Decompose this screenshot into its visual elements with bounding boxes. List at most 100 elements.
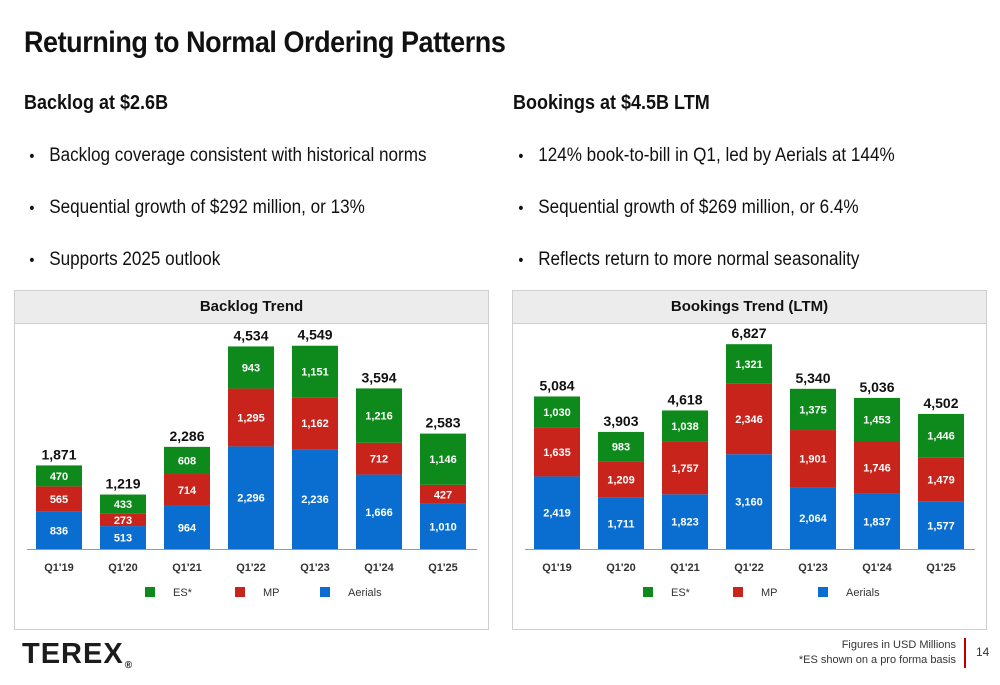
data-label: 608	[178, 455, 196, 467]
data-label: 943	[242, 362, 260, 374]
data-label: 513	[114, 533, 132, 545]
bullet-dot-icon: •	[518, 252, 524, 269]
bar-segment-aerials	[854, 493, 900, 549]
bookings-chart: 2,419 1,635 1,030 5,084 Q1'19 1,711 1,209 983 3,…	[525, 325, 975, 599]
footnote-units: Figures in USD Millions	[841, 639, 956, 651]
x-tick-label: Q1'20	[606, 562, 636, 574]
bar-segment-es	[100, 494, 146, 514]
data-label: 1,295	[237, 412, 265, 424]
data-label: 1,162	[301, 418, 329, 430]
total-label: 1,871	[41, 446, 76, 462]
total-label: 5,340	[795, 370, 830, 386]
page-number: 14	[976, 645, 990, 659]
data-label: 1,823	[671, 517, 699, 529]
bar-segment-es	[662, 410, 708, 442]
x-tick-label: Q1'22	[734, 562, 764, 574]
footer-divider	[964, 638, 966, 668]
legend-label: ES*	[671, 587, 691, 599]
total-label: 4,549	[297, 327, 332, 343]
bar-segment-aerials	[662, 494, 708, 549]
legend-label: MP	[761, 587, 778, 599]
bar-segment-aerials	[420, 503, 466, 549]
data-label: 1,146	[429, 454, 457, 466]
bar-segment-mp	[598, 461, 644, 498]
bar-segment-es	[356, 388, 402, 443]
total-label: 6,827	[731, 325, 766, 341]
backlog-summary: Backlog at $2.6B • Backlog coverage consi…	[24, 92, 494, 301]
bookings-chart-panel: Bookings Trend (LTM) 2,419 1,635 1,030 5,08…	[512, 290, 987, 630]
bullet-dot-icon: •	[29, 252, 35, 269]
bar-segment-mp	[100, 513, 146, 527]
data-label: 712	[370, 454, 388, 466]
total-label: 5,084	[539, 377, 574, 393]
data-label: 1,010	[429, 521, 457, 533]
bar-segment-aerials	[164, 505, 210, 549]
data-label: 964	[178, 522, 197, 534]
bullet-item: • 124% book-to-bill in Q1, led by Aerials…	[513, 145, 936, 197]
data-label: 273	[114, 515, 132, 527]
bullet-dot-icon: •	[29, 148, 35, 165]
slide-title: Returning to Normal Ordering Patterns	[24, 26, 506, 59]
terex-logo: TEREX®	[22, 638, 133, 671]
bar-segment-es	[726, 344, 772, 384]
data-label: 565	[50, 494, 68, 506]
bullet-item: • Sequential growth of $269 million, or 6…	[513, 197, 936, 249]
bar-segment-es	[918, 413, 964, 458]
data-label: 1,446	[927, 431, 955, 443]
legend-swatch	[818, 587, 828, 597]
bookings-summary: Bookings at $4.5B LTM • 124% book-to-bill…	[513, 92, 983, 301]
backlog-bullets: • Backlog coverage consistent with histor…	[24, 145, 494, 301]
bullet-text: 124% book-to-bill in Q1, led by Aerials …	[538, 145, 895, 166]
x-tick-label: Q1'23	[300, 562, 330, 574]
data-label: 2,236	[301, 494, 329, 506]
legend-label: ES*	[173, 587, 193, 599]
total-label: 4,534	[233, 327, 268, 343]
bar-segment-aerials	[534, 476, 580, 549]
data-label: 2,064	[799, 513, 827, 525]
bar-segment-mp	[790, 430, 836, 488]
x-tick-label: Q1'20	[108, 562, 138, 574]
total-label: 2,583	[425, 415, 460, 431]
registered-mark: ®	[124, 660, 134, 671]
bookings-heading: Bookings at $4.5B LTM	[513, 92, 710, 114]
legend-swatch	[235, 587, 245, 597]
bookings-bullets: • 124% book-to-bill in Q1, led by Aerials…	[513, 145, 983, 301]
bar-segment-aerials	[356, 474, 402, 549]
total-label: 2,286	[169, 428, 204, 444]
data-label: 427	[434, 489, 452, 501]
bar-segment-es	[292, 345, 338, 398]
bar-segment-aerials	[790, 487, 836, 549]
x-tick-label: Q1'25	[926, 562, 956, 574]
bar-segment-es	[420, 433, 466, 485]
bar-segment-aerials	[918, 501, 964, 549]
bar-segment-aerials	[292, 449, 338, 549]
bar-segment-mp	[356, 442, 402, 475]
data-label: 1,577	[927, 520, 955, 532]
data-label: 1,837	[863, 516, 891, 528]
bullet-text: Reflects return to more normal seasonali…	[538, 249, 860, 270]
data-label: 1,375	[799, 404, 827, 416]
data-label: 1,666	[365, 507, 393, 519]
data-label: 2,346	[735, 414, 763, 426]
x-tick-label: Q1'24	[364, 562, 394, 574]
bullet-item: • Reflects return to more normal seasonal…	[513, 249, 936, 301]
data-label: 1,479	[927, 475, 955, 487]
bar-segment-mp	[228, 388, 274, 447]
legend-swatch	[733, 587, 743, 597]
bullet-item: • Supports 2025 outlook	[24, 249, 447, 301]
bar-segment-es	[854, 397, 900, 442]
bar-segment-mp	[662, 441, 708, 495]
logo-text: TEREX	[22, 638, 124, 670]
x-tick-label: Q1'21	[670, 562, 700, 574]
bullet-text: Sequential growth of $269 million, or 6.…	[538, 197, 859, 218]
footnote: Figures in USD Millions *ES shown on a p…	[799, 638, 956, 668]
data-label: 1,711	[608, 518, 635, 530]
data-label: 1,216	[365, 411, 393, 423]
backlog-chart-panel: Backlog Trend 836 565 470 1,871 Q1'19 513 273 4…	[14, 290, 489, 630]
total-label: 4,618	[667, 391, 702, 407]
data-label: 1,321	[735, 359, 763, 371]
data-label: 2,296	[237, 493, 265, 505]
data-label: 983	[612, 442, 630, 454]
bullet-text: Sequential growth of $292 million, or 13…	[49, 197, 365, 218]
bar-segment-aerials	[100, 526, 146, 549]
